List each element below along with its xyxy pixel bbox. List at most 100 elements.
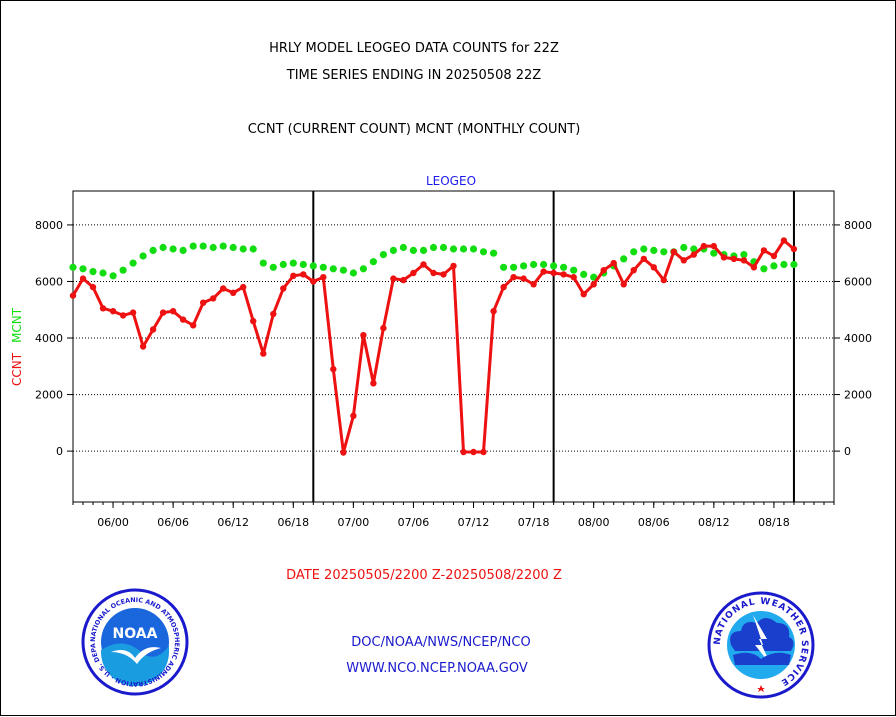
data-point-ccnt (430, 269, 437, 277)
data-point-mcnt (459, 245, 468, 253)
data-point-ccnt (420, 261, 427, 268)
data-point-ccnt (129, 309, 137, 316)
data-point-ccnt (470, 448, 477, 456)
x-tick-label: 08/00 (578, 516, 610, 529)
data-point-mcnt (710, 249, 718, 257)
data-point-ccnt (540, 268, 547, 275)
data-point-mcnt (409, 246, 417, 254)
data-point-mcnt (790, 260, 798, 269)
x-tick-label: 08/06 (638, 516, 670, 529)
data-point-ccnt (330, 365, 337, 373)
y-axis-label-ccnt: CCNT (10, 352, 24, 386)
data-point-ccnt (480, 448, 487, 456)
data-point-ccnt (380, 324, 387, 332)
data-point-ccnt (520, 275, 527, 282)
data-point-mcnt (79, 265, 87, 273)
y-tick-label-left: 8000 (35, 219, 63, 232)
data-point-ccnt (550, 269, 557, 277)
y-tick-label-right: 4000 (844, 332, 872, 345)
data-point-mcnt (479, 248, 488, 256)
data-point-ccnt (320, 274, 327, 281)
y-tick-label-right: 2000 (844, 389, 872, 402)
data-point-ccnt (149, 326, 157, 333)
data-point-ccnt (790, 245, 798, 253)
data-point-ccnt (79, 275, 87, 282)
data-point-mcnt (359, 265, 367, 273)
data-point-mcnt (269, 263, 277, 271)
data-point-ccnt (610, 259, 617, 267)
data-point-ccnt (340, 449, 347, 456)
data-point-mcnt (339, 266, 347, 274)
data-point-mcnt (389, 246, 397, 254)
x-tick-label: 06/00 (97, 516, 129, 529)
y-tick-label-left: 4000 (35, 332, 63, 345)
chart-title-line2: TIME SERIES ENDING IN 20250508 22Z (286, 68, 542, 83)
data-point-ccnt (119, 312, 127, 319)
data-point-mcnt (590, 273, 598, 281)
data-point-mcnt (379, 251, 387, 259)
data-point-mcnt (369, 258, 377, 266)
data-point-ccnt (500, 283, 507, 291)
data-point-ccnt (410, 269, 417, 277)
data-point-mcnt (289, 259, 297, 267)
data-point-ccnt (510, 274, 517, 281)
data-point-ccnt (69, 292, 77, 299)
x-tick-label: 06/06 (157, 516, 189, 529)
data-point-mcnt (219, 242, 227, 250)
data-point-ccnt (360, 332, 367, 339)
y-tick-label-right: 0 (844, 445, 851, 458)
data-point-ccnt (200, 299, 207, 306)
data-point-mcnt (299, 260, 307, 269)
data-point-mcnt (530, 260, 538, 269)
data-point-mcnt (179, 246, 187, 254)
data-point-mcnt (399, 243, 407, 252)
y-tick-label-left: 2000 (35, 389, 63, 402)
data-point-mcnt (740, 251, 748, 259)
data-point-mcnt (490, 249, 498, 257)
data-point-mcnt (540, 260, 548, 269)
data-point-mcnt (249, 245, 257, 253)
data-point-mcnt (119, 266, 127, 274)
data-point-mcnt (439, 243, 448, 252)
chart-subtitle: CCNT (CURRENT COUNT) MCNT (MONTHLY COUNT… (248, 122, 581, 137)
data-point-ccnt (560, 271, 567, 278)
footer-date-range: DATE 20250505/2200 Z-20250508/2200 Z (286, 568, 562, 583)
data-point-ccnt (700, 242, 707, 250)
data-point-ccnt (730, 255, 738, 263)
data-point-mcnt (139, 252, 147, 260)
data-point-ccnt (570, 274, 577, 281)
noaa-logo: NOAA NATIONAL OCEANIC AND ATMOSPHERIC AD… (81, 588, 189, 696)
data-point-ccnt (760, 247, 768, 254)
data-point-mcnt (690, 245, 698, 253)
data-point-ccnt (720, 254, 728, 261)
data-point-ccnt (390, 275, 397, 282)
y-axis-title: CCNT MCNT (10, 307, 24, 386)
x-tick-label: 08/18 (758, 516, 790, 529)
data-point-mcnt (159, 243, 167, 252)
data-point-mcnt (99, 269, 107, 277)
data-point-ccnt (270, 310, 277, 318)
data-point-mcnt (329, 265, 337, 273)
x-tick-label: 07/18 (518, 516, 550, 529)
data-point-mcnt (570, 266, 578, 274)
data-point-ccnt (440, 271, 447, 278)
data-point-mcnt (520, 262, 528, 270)
data-point-mcnt (469, 245, 478, 253)
data-point-mcnt (149, 246, 157, 254)
data-point-mcnt (129, 259, 137, 267)
nws-logo: NATIONAL WEATHER SERVICE (707, 591, 815, 699)
data-point-ccnt (710, 242, 717, 250)
data-point-ccnt (139, 343, 147, 350)
data-point-ccnt (770, 252, 778, 260)
data-point-mcnt (620, 255, 628, 263)
data-point-mcnt (429, 243, 438, 252)
data-point-ccnt (310, 278, 317, 285)
data-point-ccnt (190, 322, 197, 329)
data-point-ccnt (680, 257, 687, 264)
data-point-mcnt (449, 245, 458, 253)
y-tick-label-left: 0 (56, 445, 63, 458)
data-point-ccnt (400, 276, 407, 284)
data-point-ccnt (580, 291, 587, 298)
